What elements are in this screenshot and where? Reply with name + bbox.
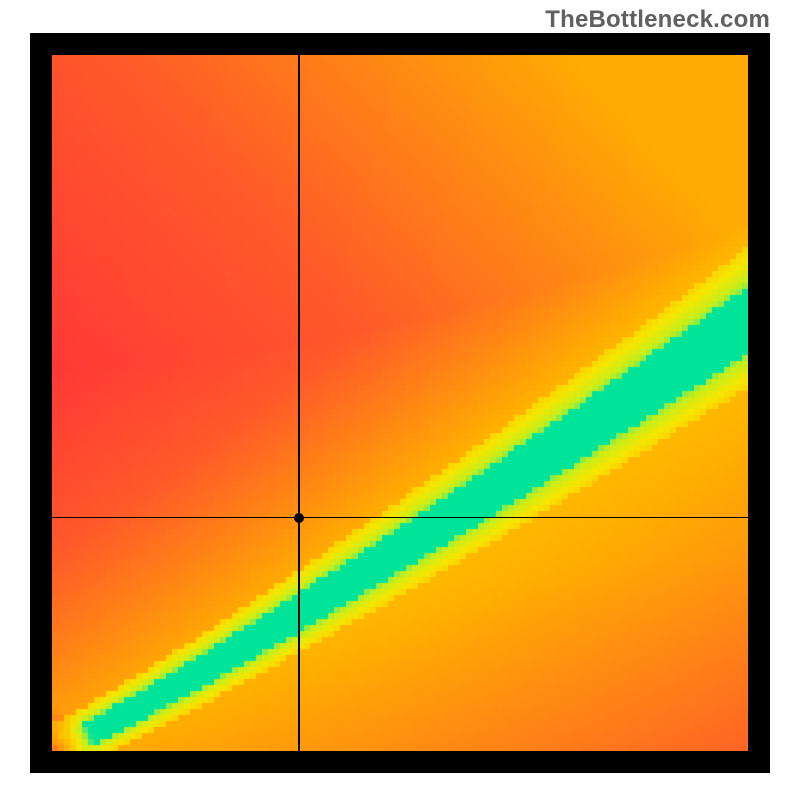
plot-black-frame <box>30 33 770 773</box>
crosshair-horizontal <box>52 517 748 518</box>
watermark-text: TheBottleneck.com <box>545 6 770 34</box>
heatmap-area <box>52 55 748 751</box>
figure-container: TheBottleneck.com <box>0 0 800 800</box>
crosshair-marker <box>294 513 304 523</box>
heatmap-canvas <box>52 55 748 751</box>
crosshair-vertical <box>298 55 299 751</box>
